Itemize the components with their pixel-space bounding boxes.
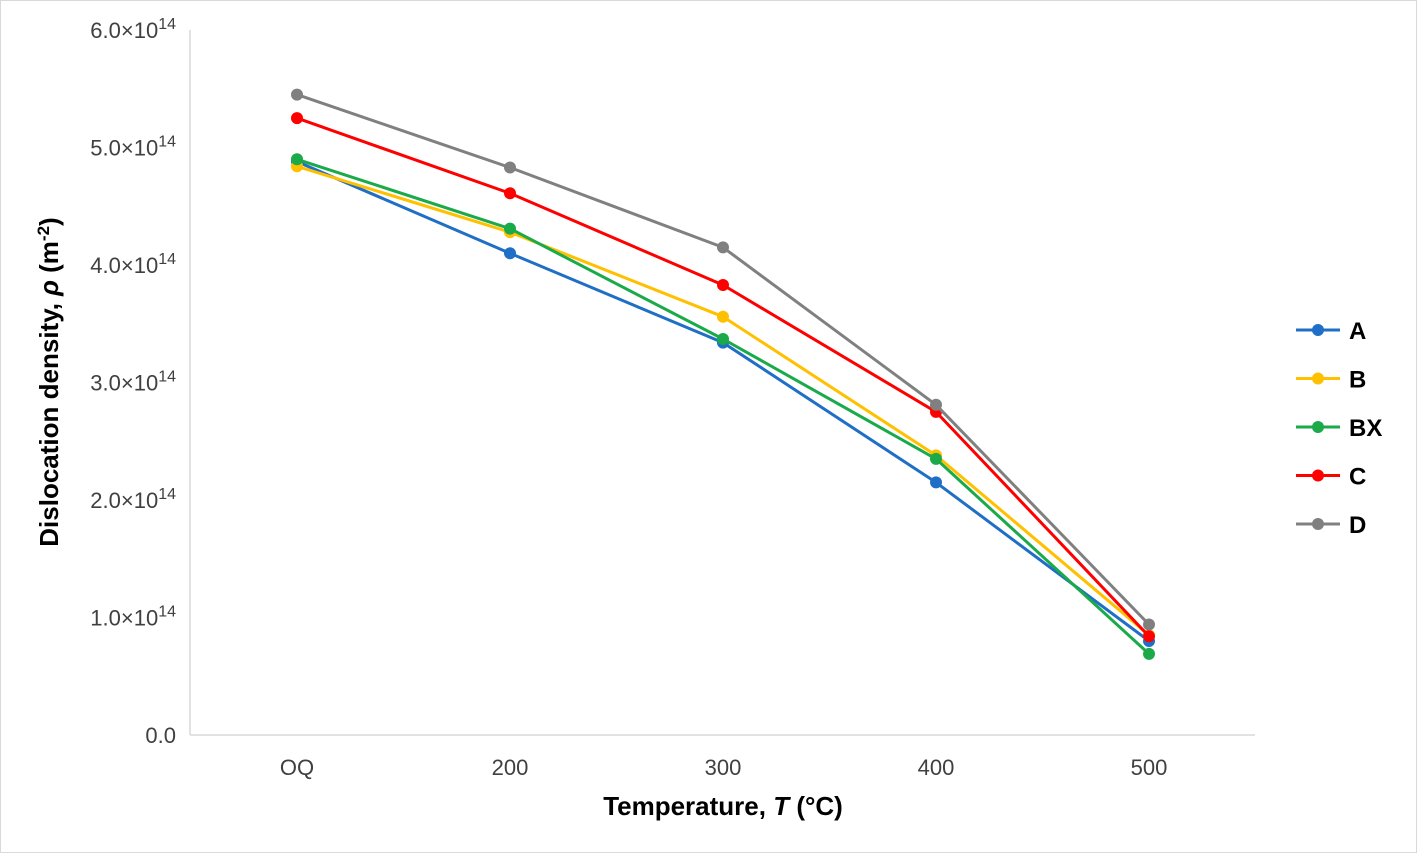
series-a (291, 155, 1155, 647)
series-line-a (296, 160, 1150, 643)
x-tick-label: 500 (1131, 755, 1168, 780)
data-point-d (930, 398, 942, 411)
data-point-bx (504, 222, 516, 235)
legend-label: D (1349, 512, 1366, 539)
y-tick-label: 3.0×1014 (90, 369, 176, 396)
data-point-bx (1143, 647, 1155, 660)
y-tick-label: 0.0 (145, 723, 176, 748)
legend-label: C (1349, 464, 1366, 491)
x-tick-label: 300 (705, 755, 742, 780)
data-point-b (717, 310, 729, 323)
legend-item-c: C (1296, 464, 1366, 491)
legend-item-bx: BX (1296, 415, 1382, 442)
x-tick-label: OQ (280, 755, 314, 780)
data-point-d (717, 241, 729, 254)
legend-marker-icon (1312, 324, 1324, 336)
legend-marker-icon (1312, 518, 1324, 530)
series-line-b (296, 164, 1150, 637)
x-tick-label: 400 (918, 755, 955, 780)
legend: AB BX CD (1296, 318, 1382, 539)
legend-marker-icon (1312, 469, 1324, 482)
data-point-bx (291, 153, 303, 166)
data-point-bx (930, 452, 942, 465)
legend-item-d: D (1296, 512, 1366, 539)
series-group (291, 88, 1155, 660)
series-c (291, 112, 1155, 643)
x-axis-title: Temperature, T (°C) (603, 791, 843, 821)
data-point-a (504, 247, 516, 260)
data-point-c (291, 112, 303, 125)
series-bx (291, 153, 1155, 660)
legend-item-a: A (1296, 318, 1366, 345)
series-b (291, 160, 1155, 642)
series-d (291, 88, 1155, 631)
data-point-d (291, 88, 303, 101)
x-tick-label: 200 (492, 755, 529, 780)
axes (189, 30, 1255, 736)
data-point-d (504, 161, 516, 174)
series-line-c (296, 116, 1151, 638)
legend-item-b: B (1296, 367, 1366, 394)
data-point-d (1143, 618, 1155, 631)
data-point-bx (717, 333, 729, 345)
legend-label: BX (1349, 415, 1382, 442)
series-line-bx (296, 157, 1151, 656)
data-point-c (504, 187, 516, 200)
legend-label: B (1349, 367, 1366, 394)
data-point-c (717, 279, 729, 291)
legend-marker-icon (1312, 372, 1324, 385)
y-tick-label: 4.0×1014 (90, 251, 176, 278)
y-tick-label: 1.0×1014 (90, 604, 176, 631)
data-point-c (1143, 630, 1155, 643)
y-tick-label: 6.0×1014 (90, 16, 176, 43)
y-tick-labels: 0.0 1.0×1014 2.0×1014 3.0×1014 4.0×1014 5.0×1… (90, 16, 176, 748)
x-tick-labels: OQ 200 300 400 500 (280, 755, 1167, 780)
y-axis-title: Dislocation density, ρ (m-2) (34, 217, 65, 546)
legend-label: A (1349, 318, 1366, 345)
y-tick-label: 2.0×1014 (90, 486, 176, 513)
data-point-a (930, 476, 942, 489)
y-tick-label: 5.0×1014 (90, 134, 176, 161)
legend-marker-icon (1312, 421, 1324, 433)
